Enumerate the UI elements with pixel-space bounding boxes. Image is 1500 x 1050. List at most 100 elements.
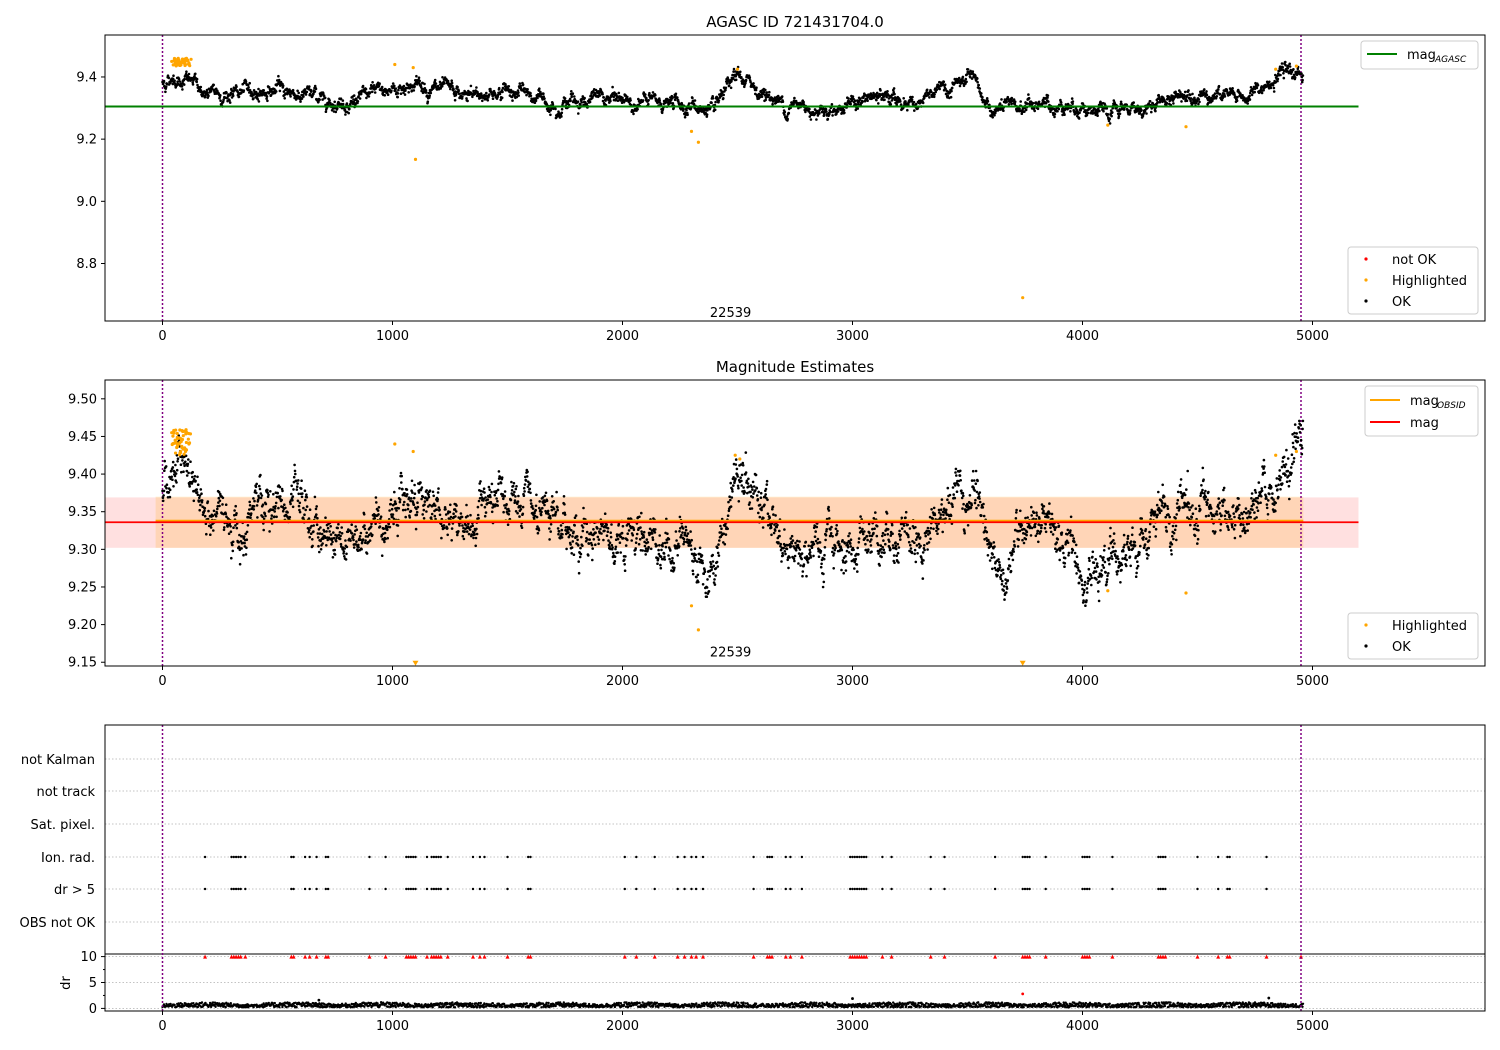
ok-point bbox=[780, 95, 784, 98]
ok-point bbox=[965, 80, 968, 84]
ok-point bbox=[401, 487, 404, 491]
ok-point bbox=[567, 531, 570, 534]
ok-point bbox=[428, 503, 432, 507]
ok-point bbox=[181, 88, 184, 91]
ok-point bbox=[383, 94, 387, 97]
ok-point bbox=[768, 516, 771, 519]
ok-point bbox=[526, 470, 529, 474]
ok-point bbox=[195, 77, 199, 81]
ok-point bbox=[520, 526, 524, 529]
ok-point bbox=[703, 570, 707, 573]
ok-point bbox=[408, 516, 412, 519]
ok-point bbox=[783, 550, 787, 553]
ok-point bbox=[819, 549, 823, 553]
ok-point bbox=[428, 489, 432, 493]
ok-point bbox=[232, 526, 235, 529]
ok-point bbox=[578, 555, 582, 559]
ok-point bbox=[656, 562, 659, 565]
ok-point bbox=[1033, 109, 1036, 113]
ok-point bbox=[396, 534, 400, 538]
ok-point bbox=[587, 542, 591, 545]
ok-point bbox=[383, 540, 386, 544]
ok-point bbox=[1132, 101, 1135, 104]
ok-point bbox=[802, 100, 805, 104]
ok-point bbox=[635, 537, 638, 540]
ok-point bbox=[858, 97, 862, 100]
ok-point bbox=[300, 97, 304, 100]
ok-point bbox=[681, 527, 685, 530]
ok-point bbox=[324, 110, 328, 113]
ok-point bbox=[328, 99, 331, 102]
ok-point bbox=[516, 500, 520, 503]
ok-point bbox=[726, 77, 730, 81]
ok-point bbox=[514, 495, 517, 498]
ok-point bbox=[606, 527, 610, 530]
ok-point bbox=[577, 560, 580, 563]
ok-point bbox=[836, 110, 840, 113]
ok-point bbox=[319, 526, 322, 529]
ok-point bbox=[401, 508, 405, 512]
ok-point bbox=[529, 499, 533, 502]
ok-point bbox=[174, 472, 178, 475]
ok-point bbox=[756, 498, 760, 501]
ok-point bbox=[315, 505, 319, 508]
ok-point bbox=[474, 544, 478, 548]
ok-point bbox=[521, 83, 525, 86]
ok-point bbox=[802, 563, 806, 566]
ok-point bbox=[256, 516, 259, 519]
ok-point bbox=[260, 494, 264, 497]
ok-point bbox=[409, 499, 412, 503]
ok-point bbox=[524, 479, 528, 482]
ok-point bbox=[205, 532, 208, 536]
ok-point bbox=[777, 541, 780, 544]
ok-point bbox=[176, 457, 180, 461]
ok-point bbox=[587, 554, 590, 557]
ok-point bbox=[446, 533, 450, 537]
ok-point bbox=[765, 483, 769, 486]
ok-point bbox=[701, 561, 704, 565]
ok-point bbox=[501, 86, 505, 90]
ok-point bbox=[427, 493, 430, 497]
ok-point bbox=[1085, 113, 1089, 117]
ok-point bbox=[667, 554, 670, 557]
ok-point bbox=[877, 102, 880, 105]
x-tick-label: 4000 bbox=[1066, 329, 1099, 344]
ok-point bbox=[339, 97, 343, 100]
ok-point bbox=[254, 91, 258, 94]
ok-point bbox=[308, 528, 311, 532]
ok-point bbox=[196, 493, 200, 497]
ok-point bbox=[497, 470, 501, 473]
ok-point bbox=[497, 86, 501, 90]
ok-point bbox=[462, 537, 466, 541]
ok-point bbox=[647, 102, 650, 106]
ok-point bbox=[471, 524, 475, 528]
ok-point bbox=[1046, 94, 1050, 97]
ok-point bbox=[380, 89, 383, 92]
ok-point bbox=[677, 545, 681, 548]
ok-point bbox=[240, 547, 243, 550]
ok-point bbox=[519, 508, 523, 511]
ok-point bbox=[207, 509, 210, 513]
ok-point bbox=[856, 107, 859, 110]
ok-point bbox=[612, 551, 615, 555]
ok-point bbox=[818, 112, 821, 115]
ok-point bbox=[711, 97, 715, 100]
ok-point bbox=[293, 463, 296, 467]
ok-point bbox=[412, 503, 416, 507]
ok-point bbox=[781, 551, 784, 555]
highlighted-point bbox=[183, 62, 188, 67]
ok-point bbox=[544, 491, 548, 495]
ok-point bbox=[605, 534, 609, 537]
ok-point bbox=[264, 514, 267, 518]
ok-point bbox=[215, 512, 219, 515]
ok-point bbox=[255, 504, 259, 507]
ok-point bbox=[550, 508, 554, 512]
ok-point bbox=[304, 498, 307, 502]
ok-point bbox=[173, 474, 177, 478]
ok-point bbox=[184, 460, 187, 464]
ok-point bbox=[729, 481, 732, 485]
ok-point bbox=[423, 87, 427, 90]
ok-point bbox=[372, 84, 376, 87]
ok-point bbox=[554, 510, 558, 514]
ok-point bbox=[751, 480, 755, 484]
